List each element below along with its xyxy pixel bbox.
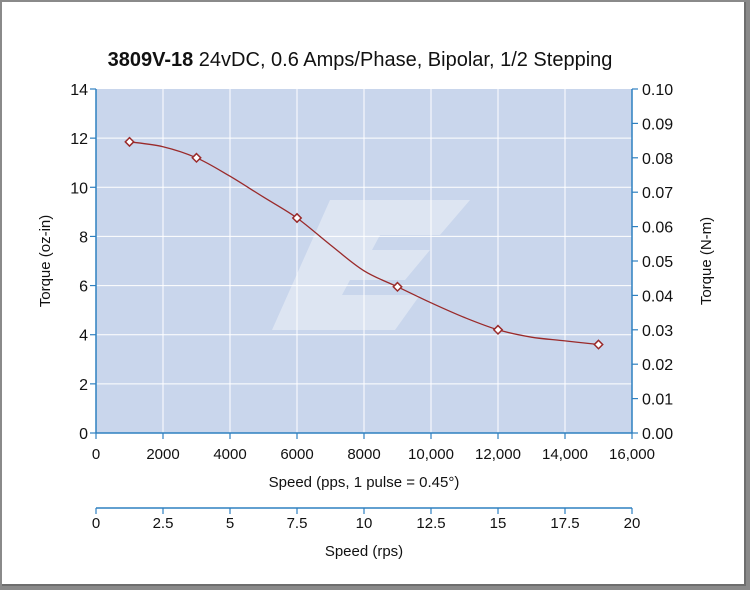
y-tick-label-right: 0.01 bbox=[642, 392, 673, 409]
y-tick-label-right: 0.06 bbox=[642, 220, 673, 237]
y-tick-label-right: 0.04 bbox=[642, 288, 673, 305]
chart-title-model: 3809V-18 bbox=[108, 49, 194, 71]
x2-tick-label: 15 bbox=[490, 515, 507, 532]
x-tick-label: 12,000 bbox=[475, 446, 521, 463]
x-tick-label: 4000 bbox=[213, 446, 246, 463]
tick-labels: 0 2000 4000 6000 8000 10,000 12,000 14,000 16,00… bbox=[70, 82, 673, 532]
data-point-marker bbox=[593, 339, 604, 350]
x-axis-label: Speed (pps, 1 pulse = 0.45°) bbox=[269, 474, 460, 491]
y-tick-label-left: 12 bbox=[70, 131, 88, 148]
y-tick-label-right: 0.08 bbox=[642, 151, 673, 168]
y-tick-label-left: 8 bbox=[79, 229, 88, 246]
x2-tick-label: 5 bbox=[226, 515, 234, 532]
y-tick-label-right: 0.05 bbox=[642, 254, 673, 271]
x-tick-label: 16,000 bbox=[609, 446, 655, 463]
x-tick-label: 0 bbox=[92, 446, 100, 463]
y-tick-label-left: 0 bbox=[79, 426, 88, 443]
x2-tick-label: 2.5 bbox=[153, 515, 174, 532]
x2-tick-label: 0 bbox=[92, 515, 100, 532]
x-tick-label: 8000 bbox=[347, 446, 380, 463]
y-tick-label-right: 0.09 bbox=[642, 116, 673, 133]
data-point-marker bbox=[291, 212, 303, 224]
y-tick-label-right: 0.02 bbox=[642, 357, 673, 374]
x-tick-label: 6000 bbox=[280, 446, 313, 463]
y-tick-label-left: 14 bbox=[70, 82, 88, 99]
y-tick-label-right: 0.07 bbox=[642, 185, 673, 202]
y-tick-label-right: 0.00 bbox=[642, 426, 673, 443]
y-axis-label-left: Torque (oz-in) bbox=[37, 215, 54, 308]
y-tick-label-left: 10 bbox=[70, 180, 88, 197]
x-tick-label: 14,000 bbox=[542, 446, 588, 463]
x-tick-label: 10,000 bbox=[408, 446, 454, 463]
x2-tick-label: 7.5 bbox=[287, 515, 308, 532]
data-series bbox=[124, 136, 604, 350]
chart-title: 3809V-18 24vDC, 0.6 Amps/Phase, Bipolar,… bbox=[108, 49, 613, 71]
y-tick-label-right: 0.10 bbox=[642, 82, 673, 99]
x2-tick-label: 17.5 bbox=[550, 515, 579, 532]
y-tick-label-right: 0.03 bbox=[642, 323, 673, 340]
y-tick-label-left: 4 bbox=[79, 328, 88, 345]
x-tick-label: 2000 bbox=[146, 446, 179, 463]
y-tick-label-left: 6 bbox=[79, 279, 88, 296]
data-point-marker bbox=[492, 324, 504, 336]
data-point-marker bbox=[124, 136, 135, 148]
x2-tick-label: 10 bbox=[356, 515, 373, 532]
y-tick-label-left: 2 bbox=[79, 377, 88, 394]
chart-title-spec: 24vDC, 0.6 Amps/Phase, Bipolar, 1/2 Step… bbox=[193, 49, 612, 71]
y-axis-label-right: Torque (N-m) bbox=[698, 217, 715, 305]
data-point-marker bbox=[191, 152, 202, 164]
x2-axis-label: Speed (rps) bbox=[325, 543, 403, 560]
x2-tick-label: 20 bbox=[624, 515, 641, 532]
torque-curve bbox=[129, 141, 599, 346]
grid-lines bbox=[96, 89, 632, 433]
watermark-shape bbox=[272, 200, 470, 330]
x2-tick-label: 12.5 bbox=[416, 515, 445, 532]
logo-watermark bbox=[272, 200, 470, 330]
data-point-marker bbox=[392, 281, 403, 293]
